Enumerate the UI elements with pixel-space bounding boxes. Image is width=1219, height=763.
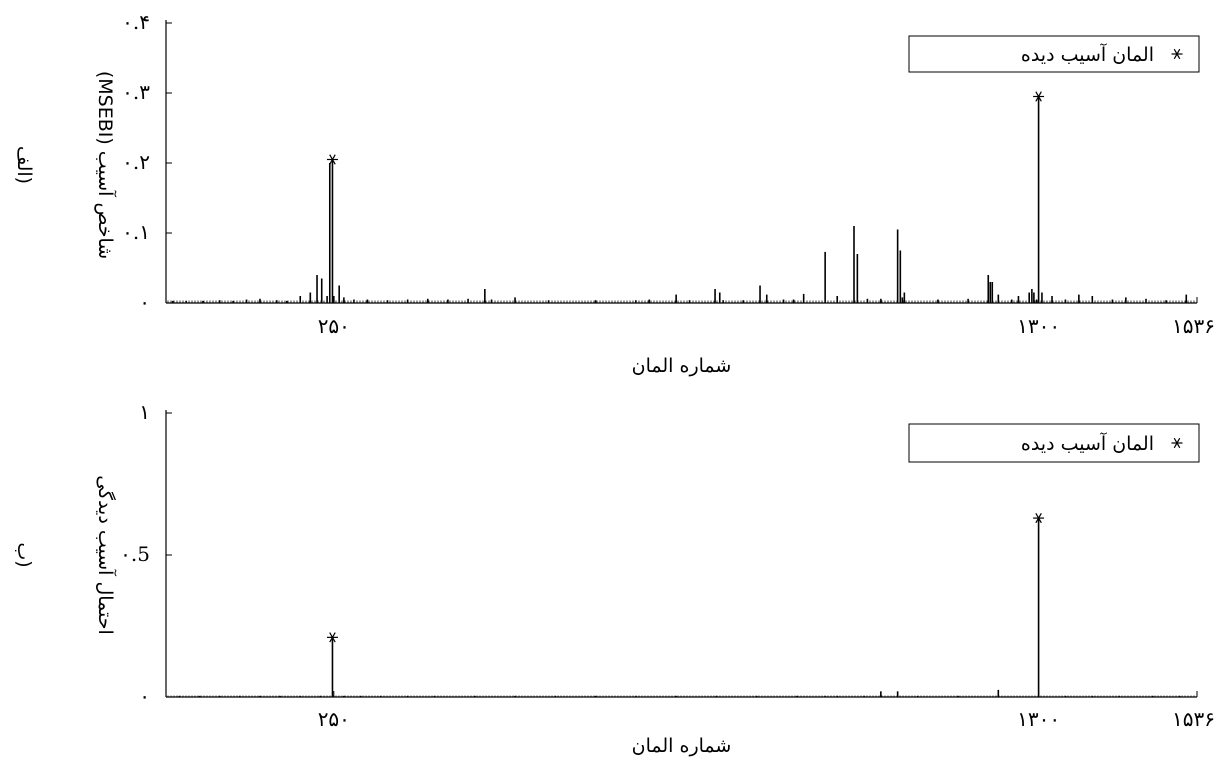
- damaged-element-marker: [1033, 91, 1045, 102]
- chart-panel-alef: ۰ ۰.۱ ۰.۲ ۰.۳ ۰.۴ ۲۵۰ ۱۳۰۰ ۱۵۳۶ شماره المان شاخص …: [13, 10, 1215, 377]
- y-tick-label: ۰: [139, 290, 150, 314]
- legend-box: [908, 35, 1200, 73]
- x-tick-label: ۱۵۳۶: [1172, 314, 1215, 338]
- damaged-element-marker: [326, 632, 338, 643]
- legend-marker-icon: [1171, 437, 1183, 449]
- legend: المان آسیب دیده: [908, 423, 1200, 463]
- damaged-element-marker: [326, 154, 338, 165]
- baseline-fuzz: [167, 695, 1195, 697]
- y-tick-label: ۰.۱: [122, 220, 150, 244]
- x-tick-label: ۲۵۰: [318, 707, 350, 731]
- panel-label: (الف: [13, 146, 35, 184]
- legend-box: [908, 423, 1200, 463]
- marker-stroke: [1035, 91, 1042, 102]
- y-tick-label: ۰.5: [120, 542, 150, 566]
- y-tick-label: ۱: [139, 400, 150, 424]
- series-0: [178, 689, 1181, 697]
- y-tick-label: ۰.۲: [122, 150, 150, 174]
- y-axis-label: احتمال آسیب دیدگی: [94, 475, 118, 635]
- marker-stroke: [1035, 513, 1042, 524]
- y-axis-label: شاخص آسیب (MSEBI): [94, 71, 118, 259]
- y-tick-label: ۰: [139, 684, 150, 708]
- chart-panel-be: ۰ ۰.5 ۱ ۲۵۰ ۱۳۰۰ ۱۵۳۶ شماره المان احتمال آسیب د…: [13, 400, 1215, 757]
- x-axis-label: شماره المان: [632, 735, 732, 757]
- x-tick-label: ۱۳۰۰: [1017, 707, 1060, 731]
- marker-stroke: [1173, 48, 1181, 60]
- legend: المان آسیب دیده: [908, 35, 1200, 73]
- legend-label: المان آسیب دیده: [1021, 431, 1154, 455]
- x-tick-label: ۲۵۰: [318, 314, 350, 338]
- legend-marker-icon: [1171, 48, 1183, 60]
- marker-stroke: [329, 154, 336, 165]
- y-tick-label: ۰.۴: [122, 10, 150, 34]
- marker-stroke: [329, 632, 336, 643]
- panel-label: (ب: [13, 542, 35, 567]
- series-0: [171, 96, 1188, 303]
- x-tick-label: ۱۳۰۰: [1017, 314, 1060, 338]
- legend-label: المان آسیب دیده: [1021, 42, 1154, 66]
- y-tick-label: ۰.۳: [122, 80, 150, 104]
- x-axis-label: شماره المان: [632, 355, 732, 377]
- series-1: [331, 518, 1040, 697]
- x-tick-label: ۱۵۳۶: [1172, 707, 1215, 731]
- baseline-fuzz: [167, 300, 1195, 303]
- marker-stroke: [1173, 437, 1181, 449]
- damaged-element-marker: [1033, 513, 1045, 524]
